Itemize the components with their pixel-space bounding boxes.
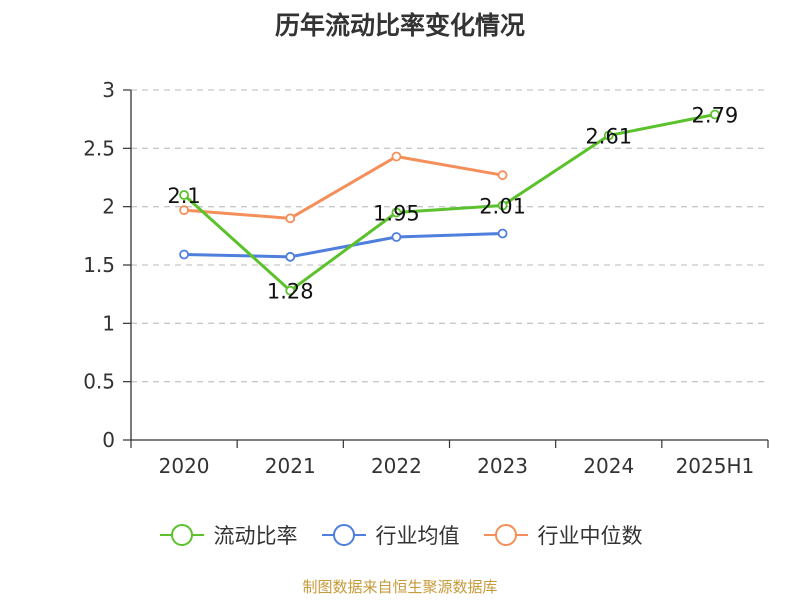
y-tick-label: 0	[102, 428, 115, 452]
data-label: 2.01	[479, 195, 526, 219]
series-line	[183, 113, 716, 293]
y-tick-label: 1.5	[83, 253, 115, 277]
legend-item-industry-median[interactable]: 行业中位数	[482, 520, 643, 550]
series-line	[184, 232, 503, 259]
data-label: 2.61	[585, 125, 632, 149]
x-tick-label: 2024	[583, 454, 634, 478]
data-point	[391, 207, 402, 218]
legend-marker-industry-median	[483, 524, 528, 546]
data-labels: 2.1 1.28 1.95 2.01 2.61 2.79	[167, 104, 738, 304]
data-point	[497, 200, 508, 211]
x-tick-label: 2020	[159, 454, 210, 478]
x-tick-label: 2022	[371, 454, 422, 478]
x-tick-label: 2025H1	[676, 454, 755, 478]
data-point	[603, 130, 614, 141]
legend: 流动比率 行业均值 行业中位数	[0, 520, 800, 550]
data-label: 1.95	[373, 202, 420, 226]
legend-label: 行业均值	[375, 524, 460, 548]
y-tick-label: 1	[102, 311, 115, 335]
legend-marker-current-ratio	[159, 524, 204, 546]
data-point	[179, 205, 189, 216]
data-label: 2.1	[167, 184, 200, 208]
x-tick-label: 2023	[477, 454, 528, 478]
y-tick-label: 2	[102, 195, 115, 219]
data-label: 2.79	[692, 104, 739, 128]
chart-title: 历年流动比率变化情况	[274, 11, 525, 40]
data-point	[285, 285, 296, 296]
data-point	[497, 228, 508, 239]
y-tick-label: 0.5	[83, 370, 115, 394]
grid-lines	[131, 89, 768, 383]
series-line	[183, 155, 503, 220]
y-tick-label: 2.5	[83, 136, 115, 160]
y-tick-label: 3	[102, 78, 115, 102]
legend-marker-industry-mean	[321, 524, 366, 546]
series-lines	[179, 109, 720, 296]
legend-item-current-ratio[interactable]: 流动比率	[158, 520, 298, 550]
legend-item-industry-mean[interactable]: 行业均值	[320, 520, 460, 550]
legend-label: 流动比率	[213, 524, 298, 548]
x-tick-label: 2021	[265, 454, 316, 478]
data-point	[285, 213, 296, 224]
data-point	[179, 249, 189, 260]
data-label: 1.28	[267, 280, 314, 304]
data-point	[285, 251, 296, 262]
data-source-footer: 制图数据来自恒生聚源数据库	[302, 578, 498, 596]
axes: 0 0.5 1 1.5 2 2.5 3 2020 2021 2022 2023 2024 2025H1	[83, 78, 769, 478]
data-point	[710, 109, 720, 120]
legend-label: 行业中位数	[537, 524, 643, 548]
data-point	[391, 232, 402, 242]
data-point	[179, 190, 189, 200]
data-point	[391, 151, 402, 162]
data-point	[497, 170, 508, 181]
